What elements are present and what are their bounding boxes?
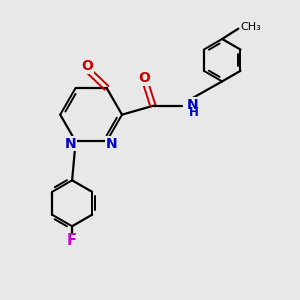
Text: CH₃: CH₃ <box>241 22 261 32</box>
Text: N: N <box>106 136 118 151</box>
Text: N: N <box>187 98 198 112</box>
Text: F: F <box>67 233 77 248</box>
Text: N: N <box>64 136 76 151</box>
Text: O: O <box>138 71 150 85</box>
Text: O: O <box>82 59 93 73</box>
Text: H: H <box>189 106 199 119</box>
